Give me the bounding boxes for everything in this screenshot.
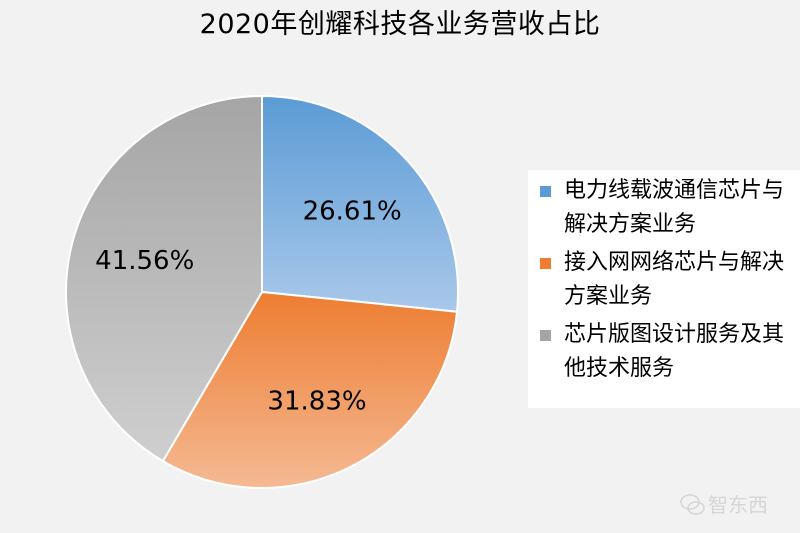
pie-slice-2 [161,290,459,489]
pie-slice-1 [261,94,459,313]
legend: 电力线载波通信芯片与解决方案业务 接入网网络芯片与解决方案业务 芯片版图设计服务及其… [528,170,800,408]
legend-swatch-2 [540,258,551,269]
chart-title: 2020年创耀科技各业务营收占比 [199,9,601,40]
legend-entry-3: 芯片版图设计服务及其他技术服务 [528,318,800,386]
wechat-logo-icon [680,494,705,515]
legend-swatch-1 [540,186,551,197]
legend-entry-1: 电力线载波通信芯片与解决方案业务 [528,174,800,242]
watermark-text: 智东西 [708,493,768,517]
slice-data-label-2: 31.83% [267,386,366,416]
legend-label-1: 电力线载波通信芯片与解决方案业务 [564,178,785,237]
legend-label-3: 芯片版图设计服务及其他技术服务 [564,322,785,381]
pie-slice-3 [65,94,263,463]
legend-label-2: 接入网网络芯片与解决方案业务 [564,250,785,309]
slice-data-label-1: 26.61% [303,197,402,227]
watermark: 智东西 [680,493,768,517]
slice-data-label-3: 41.56% [95,246,194,276]
legend-entry-2: 接入网网络芯片与解决方案业务 [528,246,800,314]
legend-swatch-3 [540,330,551,341]
